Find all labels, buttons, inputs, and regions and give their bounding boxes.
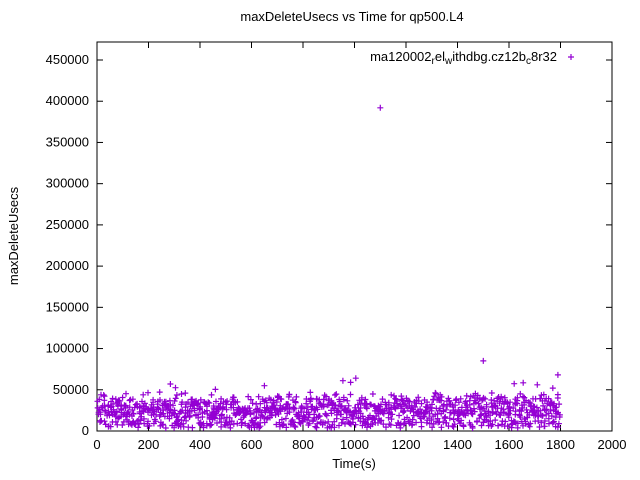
data-points [94,104,563,431]
x-tick-label: 1800 [546,437,575,452]
x-tick-label: 200 [138,437,160,452]
y-tick-label: 200000 [46,258,89,273]
y-tick-label: 400000 [46,93,89,108]
y-tick-label: 50000 [53,382,89,397]
y-tick-label: 300000 [46,176,89,191]
x-tick-label: 800 [292,437,314,452]
x-tick-label: 400 [189,437,211,452]
x-tick-label: 0 [93,437,100,452]
x-tick-label: 2000 [598,437,627,452]
x-tick-label: 1600 [495,437,524,452]
chart-title: maxDeleteUsecs vs Time for qp500.L4 [240,9,463,24]
x-axis-ticks: 0 200 400 600 800 1000 1200 1400 1600 1800 2000 [93,42,626,452]
y-axis-label: maxDeleteUsecs [6,186,21,285]
x-tick-label: 1200 [392,437,421,452]
legend-series-label: ma120002relwithdbg.cz12bc8r32 [370,49,557,67]
legend-plus-marker-icon [568,54,574,60]
y-tick-label: 450000 [46,52,89,67]
y-tick-label: 100000 [46,341,89,356]
y-tick-label: 250000 [46,217,89,232]
x-tick-label: 1000 [340,437,369,452]
y-tick-label: 0 [82,423,89,438]
y-tick-label: 350000 [46,134,89,149]
legend: ma120002relwithdbg.cz12bc8r32 [370,49,574,67]
x-axis-label: Time(s) [332,456,376,471]
plot-border [96,41,613,432]
x-tick-label: 1400 [443,437,472,452]
x-tick-label: 600 [241,437,263,452]
y-axis-ticks: 0 50000 100000 150000 200000 250000 300000 3500… [46,52,612,438]
y-tick-label: 150000 [46,299,89,314]
